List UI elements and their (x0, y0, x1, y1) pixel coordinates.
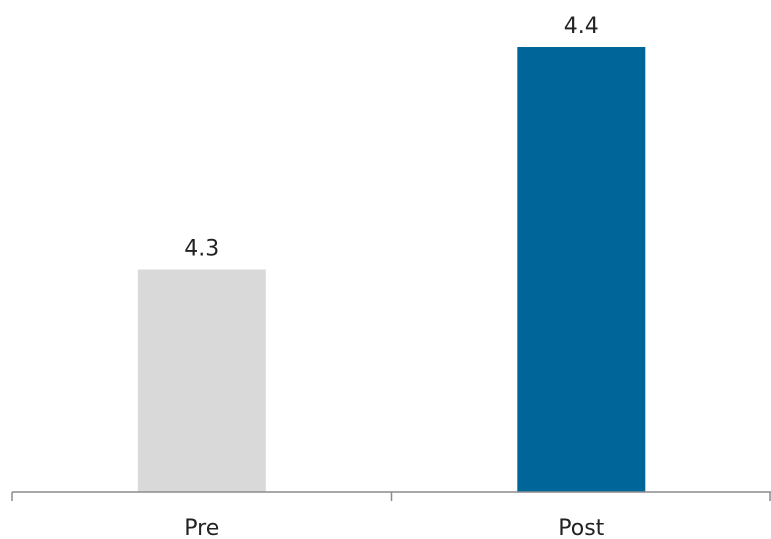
data-label-pre: 4.3 (184, 237, 219, 262)
tick-label-pre: Pre (184, 516, 219, 539)
x-axis (11, 491, 771, 501)
bar-post (517, 47, 646, 492)
data-labels-group: 4.3 4.4 (184, 14, 599, 262)
bar-pre (137, 269, 266, 492)
bars-group (137, 47, 646, 492)
data-label-post: 4.4 (564, 14, 599, 39)
x-tick-labels-group: Pre Post (184, 516, 604, 539)
tick-label-post: Post (558, 516, 604, 539)
